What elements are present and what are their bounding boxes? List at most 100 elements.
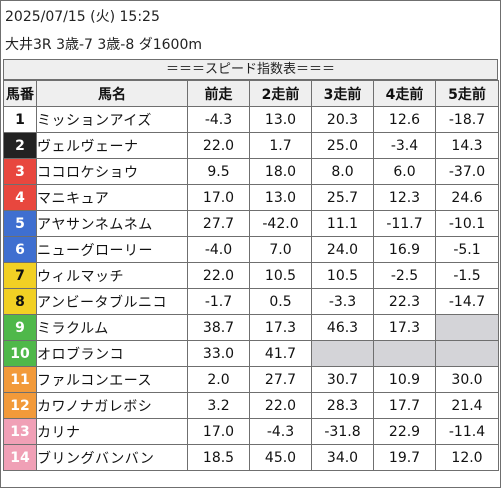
table-row: 2 ヴェルヴェーナ 22.0 1.7 25.0 -3.4 14.3 — [3, 132, 499, 159]
speed-index-cell: 17.3 — [249, 314, 312, 341]
speed-index-cell: 12.3 — [373, 184, 436, 211]
speed-index-cell: 19.7 — [373, 444, 436, 471]
speed-index-table: 馬番 馬名 前走 2走前 3走前 4走前 5走前 1 ミッションアイズ -4.3 13… — [3, 80, 499, 471]
speed-index-cell: -3.3 — [311, 288, 374, 315]
speed-index-cell: 28.3 — [311, 392, 374, 419]
horse-name-cell: カリナ — [36, 418, 188, 445]
table-row: 3 ココロケショウ 9.5 18.0 8.0 6.0 -37.0 — [3, 158, 499, 185]
horse-name-cell: アンビータブルニコ — [36, 288, 188, 315]
table-row: 9 ミラクルム 38.7 17.3 46.3 17.3 — [3, 314, 499, 341]
speed-index-cell — [435, 340, 499, 367]
speed-index-cell: 14.3 — [435, 132, 499, 159]
speed-index-cell: 24.0 — [311, 236, 374, 263]
table-row: 12 カワノナガレボシ 3.2 22.0 28.3 17.7 21.4 — [3, 392, 499, 419]
speed-index-cell: -31.8 — [311, 418, 374, 445]
speed-index-cell: 25.0 — [311, 132, 374, 159]
column-header-name: 馬名 — [36, 80, 188, 107]
column-header-last-race: 前走 — [187, 80, 250, 107]
table-row: 8 アンビータブルニコ -1.7 0.5 -3.3 22.3 -14.7 — [3, 288, 499, 315]
race-info-text: 大井3R 3歳-7 3歳-8 ダ1600m — [5, 37, 202, 53]
horse-number-cell: 9 — [3, 314, 37, 341]
speed-index-cell: 30.0 — [435, 366, 499, 393]
table-row: 7 ウィルマッチ 22.0 10.5 10.5 -2.5 -1.5 — [3, 262, 499, 289]
horse-name-cell: ミラクルム — [36, 314, 188, 341]
horse-name-cell: ブリングバンバン — [36, 444, 188, 471]
column-header-2-races-ago: 2走前 — [249, 80, 312, 107]
speed-index-cell: 41.7 — [249, 340, 312, 367]
speed-index-cell: 25.7 — [311, 184, 374, 211]
speed-index-cell: -1.5 — [435, 262, 499, 289]
horse-number-cell: 8 — [3, 288, 37, 315]
speed-index-cell: 27.7 — [187, 210, 250, 237]
speed-index-cell: 20.3 — [311, 106, 374, 133]
speed-index-cell: 17.0 — [187, 184, 250, 211]
speed-index-cell: 22.9 — [373, 418, 436, 445]
speed-index-cell: 13.0 — [249, 184, 312, 211]
speed-index-cell: -4.3 — [187, 106, 250, 133]
horse-name-cell: アヤサンネムネム — [36, 210, 188, 237]
horse-number-cell: 14 — [3, 444, 37, 471]
speed-index-cell: 22.0 — [187, 262, 250, 289]
speed-index-cell: 10.5 — [249, 262, 312, 289]
speed-index-cell: 17.3 — [373, 314, 436, 341]
speed-index-cell: 38.7 — [187, 314, 250, 341]
table-row: 6 ニューグローリー -4.0 7.0 24.0 16.9 -5.1 — [3, 236, 499, 263]
speed-index-cell: 11.1 — [311, 210, 374, 237]
speed-index-cell: -1.7 — [187, 288, 250, 315]
speed-index-cell: 22.0 — [249, 392, 312, 419]
speed-index-cell: -3.4 — [373, 132, 436, 159]
speed-index-cell: 22.0 — [187, 132, 250, 159]
speed-index-cell: 9.5 — [187, 158, 250, 185]
horse-number-cell: 7 — [3, 262, 37, 289]
column-header-3-races-ago: 3走前 — [311, 80, 374, 107]
speed-index-cell: -18.7 — [435, 106, 499, 133]
datetime-text: 2025/07/15 (火) 15:25 — [5, 9, 160, 25]
speed-index-cell: -14.7 — [435, 288, 499, 315]
speed-index-cell: 3.2 — [187, 392, 250, 419]
table-row: 5 アヤサンネムネム 27.7 -42.0 11.1 -11.7 -10.1 — [3, 210, 499, 237]
horse-name-cell: ウィルマッチ — [36, 262, 188, 289]
speed-index-cell: 0.5 — [249, 288, 312, 315]
horse-number-cell: 2 — [3, 132, 37, 159]
horse-number-cell: 3 — [3, 158, 37, 185]
speed-index-cell: 1.7 — [249, 132, 312, 159]
speed-index-cell: 10.5 — [311, 262, 374, 289]
speed-index-cell: 17.7 — [373, 392, 436, 419]
speed-index-cell — [435, 314, 499, 341]
speed-index-cell: 10.9 — [373, 366, 436, 393]
horse-number-cell: 4 — [3, 184, 37, 211]
horse-name-cell: ミッションアイズ — [36, 106, 188, 133]
horse-number-cell: 1 — [3, 106, 37, 133]
speed-index-cell: -4.3 — [249, 418, 312, 445]
table-row: 1 ミッションアイズ -4.3 13.0 20.3 12.6 -18.7 — [3, 106, 499, 133]
speed-index-cell — [311, 340, 374, 367]
horse-number-cell: 6 — [3, 236, 37, 263]
speed-index-cell: -4.0 — [187, 236, 250, 263]
horse-number-cell: 13 — [3, 418, 37, 445]
speed-index-cell: 12.0 — [435, 444, 499, 471]
speed-index-cell: 27.7 — [249, 366, 312, 393]
speed-index-cell: 2.0 — [187, 366, 250, 393]
column-header-4-races-ago: 4走前 — [373, 80, 436, 107]
speed-index-cell: 16.9 — [373, 236, 436, 263]
speed-index-cell: -42.0 — [249, 210, 312, 237]
table-row: 4 マニキュア 17.0 13.0 25.7 12.3 24.6 — [3, 184, 499, 211]
speed-index-cell: 17.0 — [187, 418, 250, 445]
table-row: 10 オロブランコ 33.0 41.7 — [3, 340, 499, 367]
table-title-banner: ＝＝＝スピード指数表＝＝＝ — [3, 59, 498, 80]
horse-number-cell: 10 — [3, 340, 37, 367]
speed-index-cell: -11.7 — [373, 210, 436, 237]
speed-index-cell: 6.0 — [373, 158, 436, 185]
speed-index-cell: -37.0 — [435, 158, 499, 185]
horse-name-cell: ココロケショウ — [36, 158, 188, 185]
speed-index-cell: 22.3 — [373, 288, 436, 315]
speed-index-cell: 21.4 — [435, 392, 499, 419]
speed-index-cell: 18.0 — [249, 158, 312, 185]
horse-name-cell: ヴェルヴェーナ — [36, 132, 188, 159]
horse-name-cell: オロブランコ — [36, 340, 188, 367]
horse-name-cell: ファルコンエース — [36, 366, 188, 393]
speed-index-cell: 18.5 — [187, 444, 250, 471]
horse-number-cell: 12 — [3, 392, 37, 419]
speed-index-cell: -10.1 — [435, 210, 499, 237]
